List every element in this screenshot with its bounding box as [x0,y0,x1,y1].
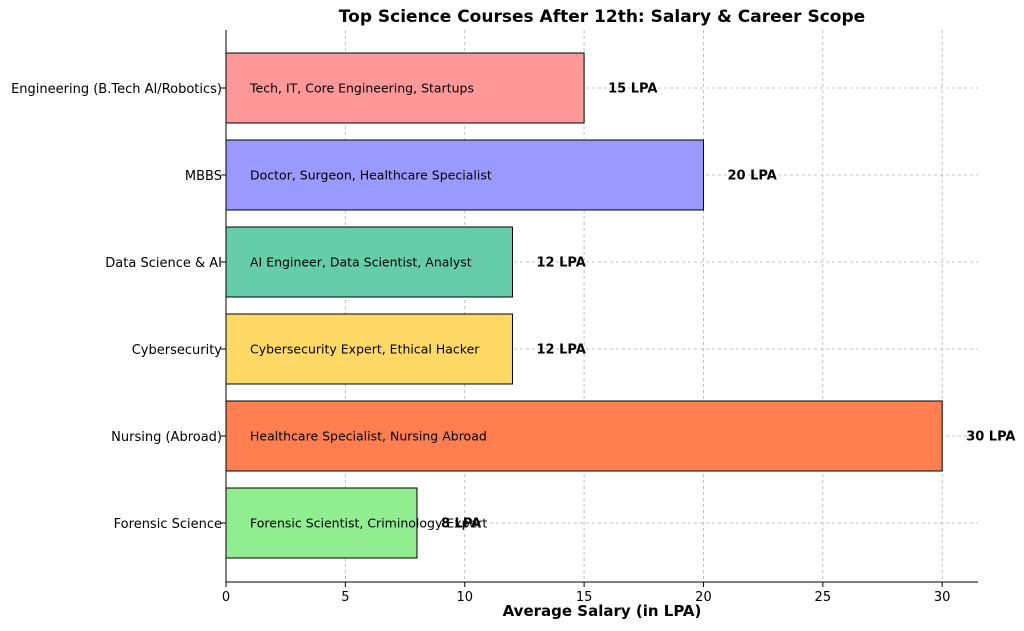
bar-annotation: Doctor, Surgeon, Healthcare Specialist [250,168,492,183]
x-tick-label: 25 [815,590,832,605]
bar-annotation: Healthcare Specialist, Nursing Abroad [250,429,487,444]
bars-layer: Tech, IT, Core Engineering, Startups 15 L… [225,52,1015,559]
x-ticks: 0 5 10 15 20 25 30 [222,582,951,605]
bar [225,226,513,298]
value-label: 30 LPA [966,430,1015,445]
bar [225,487,418,559]
y-tick-label: Data Science & AI [105,256,222,271]
bar [225,400,943,472]
value-label: 12 LPA [536,256,585,271]
value-label: 20 LPA [727,169,776,184]
bar-annotation: Cybersecurity Expert, Ethical Hacker [250,342,480,357]
bar [225,139,704,211]
bar [225,52,585,124]
value-label: 15 LPA [608,82,657,97]
y-tick-label: Cybersecurity [132,343,223,358]
chart-title: Top Science Courses After 12th: Salary &… [339,7,865,27]
x-tick-label: 15 [576,590,593,605]
y-tick-label: Engineering (B.Tech AI/Robotics) [11,82,222,97]
bar-annotation: Forensic Scientist, Criminology Expert [250,516,487,531]
x-tick-label: 10 [456,590,473,605]
x-tick-label: 30 [934,590,951,605]
x-tick-label: 20 [695,590,712,605]
y-tick-label: Forensic Science [114,517,222,532]
bar-annotation: AI Engineer, Data Scientist, Analyst [250,255,472,270]
y-ticks: Engineering (B.Tech AI/Robotics) MBBS Data… [11,82,226,532]
value-label: 8 LPA [441,517,481,532]
y-tick-label: MBBS [185,169,222,184]
x-tick-label: 0 [222,590,230,605]
x-axis-label: Average Salary (in LPA) [503,602,702,620]
value-label: 12 LPA [536,343,585,358]
y-tick-label: Nursing (Abroad) [111,430,222,445]
x-tick-label: 5 [341,590,349,605]
bar-annotation: Tech, IT, Core Engineering, Startups [249,81,474,96]
axes-layer [225,30,978,583]
